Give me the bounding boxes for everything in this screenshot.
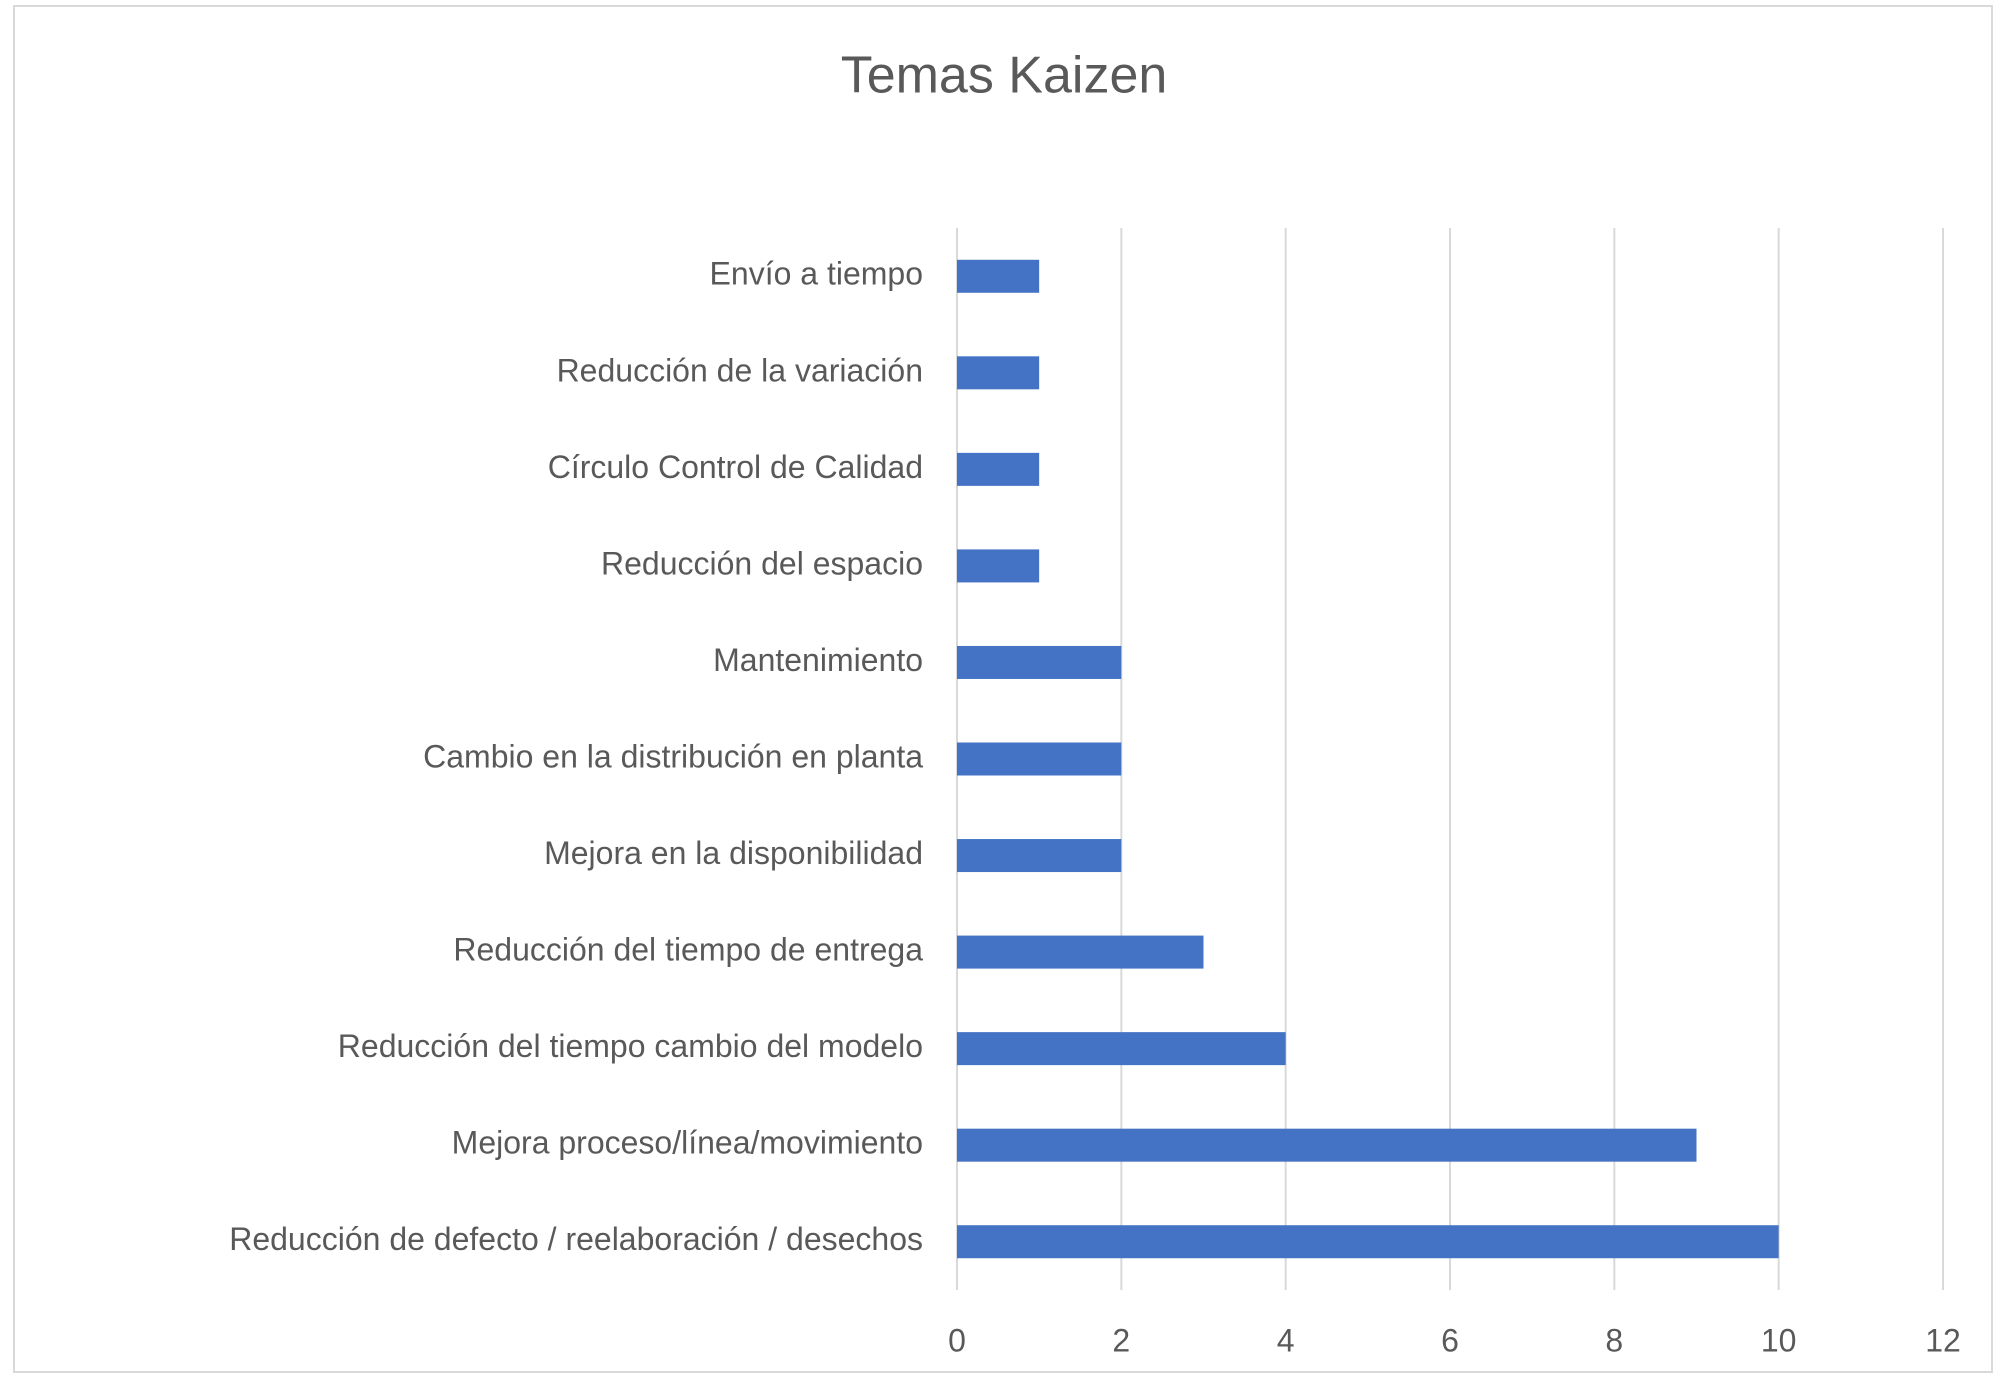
bar (957, 1225, 1779, 1259)
bar (957, 839, 1122, 873)
bar (957, 742, 1122, 776)
y-tick-label: Reducción de la variación (557, 352, 923, 388)
x-tick-label: 6 (1441, 1322, 1459, 1358)
y-tick-label: Mejora proceso/línea/movimiento (452, 1125, 923, 1161)
bar (957, 356, 1040, 390)
x-tick-label: 12 (1925, 1322, 1961, 1358)
x-tick-label: 8 (1605, 1322, 1623, 1358)
y-tick-label: Mejora en la disponibilidad (544, 835, 923, 871)
y-tick-label: Reducción del tiempo cambio del modelo (338, 1028, 923, 1064)
x-tick-label: 4 (1277, 1322, 1295, 1358)
bar (957, 1032, 1286, 1066)
y-tick-label: Mantenimiento (713, 642, 923, 678)
y-tick-label: Círculo Control de Calidad (548, 449, 923, 485)
bar (957, 452, 1040, 486)
y-tick-label: Reducción del tiempo de entrega (453, 932, 923, 968)
y-tick-label: Reducción de defecto / reelaboración / d… (229, 1221, 923, 1257)
chart-frame (13, 5, 1993, 1373)
bar (957, 935, 1204, 969)
x-tick-label: 0 (948, 1322, 966, 1358)
x-tick-label: 10 (1761, 1322, 1797, 1358)
bar (957, 645, 1122, 679)
y-tick-label: Reducción del espacio (601, 545, 923, 581)
x-tick-label: 2 (1112, 1322, 1130, 1358)
y-tick-label: Cambio en la distribución en planta (423, 738, 923, 774)
bar (957, 1128, 1697, 1162)
bar (957, 549, 1040, 583)
bar (957, 259, 1040, 293)
chart-title: Temas Kaizen (841, 47, 1168, 105)
y-tick-label: Envío a tiempo (710, 256, 923, 292)
